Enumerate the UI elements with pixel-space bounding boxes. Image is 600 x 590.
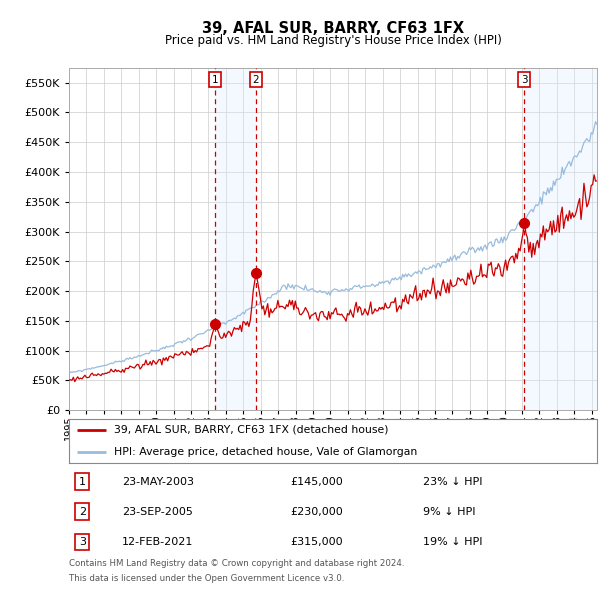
Text: 9% ↓ HPI: 9% ↓ HPI (423, 507, 475, 517)
Text: 23% ↓ HPI: 23% ↓ HPI (423, 477, 482, 487)
Text: 1: 1 (79, 477, 86, 487)
Text: 1: 1 (212, 75, 218, 85)
Text: £230,000: £230,000 (291, 507, 344, 517)
Text: This data is licensed under the Open Government Licence v3.0.: This data is licensed under the Open Gov… (69, 574, 344, 583)
Text: £315,000: £315,000 (291, 537, 343, 547)
Text: 3: 3 (79, 537, 86, 547)
Text: Contains HM Land Registry data © Crown copyright and database right 2024.: Contains HM Land Registry data © Crown c… (69, 559, 404, 568)
Text: 2: 2 (79, 507, 86, 517)
Text: Price paid vs. HM Land Registry's House Price Index (HPI): Price paid vs. HM Land Registry's House … (164, 34, 502, 47)
Text: £145,000: £145,000 (291, 477, 344, 487)
Text: 23-MAY-2003: 23-MAY-2003 (122, 477, 194, 487)
Text: 12-FEB-2021: 12-FEB-2021 (122, 537, 193, 547)
Text: 39, AFAL SUR, BARRY, CF63 1FX: 39, AFAL SUR, BARRY, CF63 1FX (202, 21, 464, 35)
Text: 2: 2 (253, 75, 259, 85)
Bar (524, 68, 597, 410)
Text: 39, AFAL SUR, BARRY, CF63 1FX (detached house): 39, AFAL SUR, BARRY, CF63 1FX (detached … (114, 425, 388, 434)
Text: 23-SEP-2005: 23-SEP-2005 (122, 507, 193, 517)
Text: 3: 3 (521, 75, 527, 85)
Bar (215, 68, 256, 410)
Text: HPI: Average price, detached house, Vale of Glamorgan: HPI: Average price, detached house, Vale… (114, 447, 417, 457)
Text: 19% ↓ HPI: 19% ↓ HPI (423, 537, 482, 547)
